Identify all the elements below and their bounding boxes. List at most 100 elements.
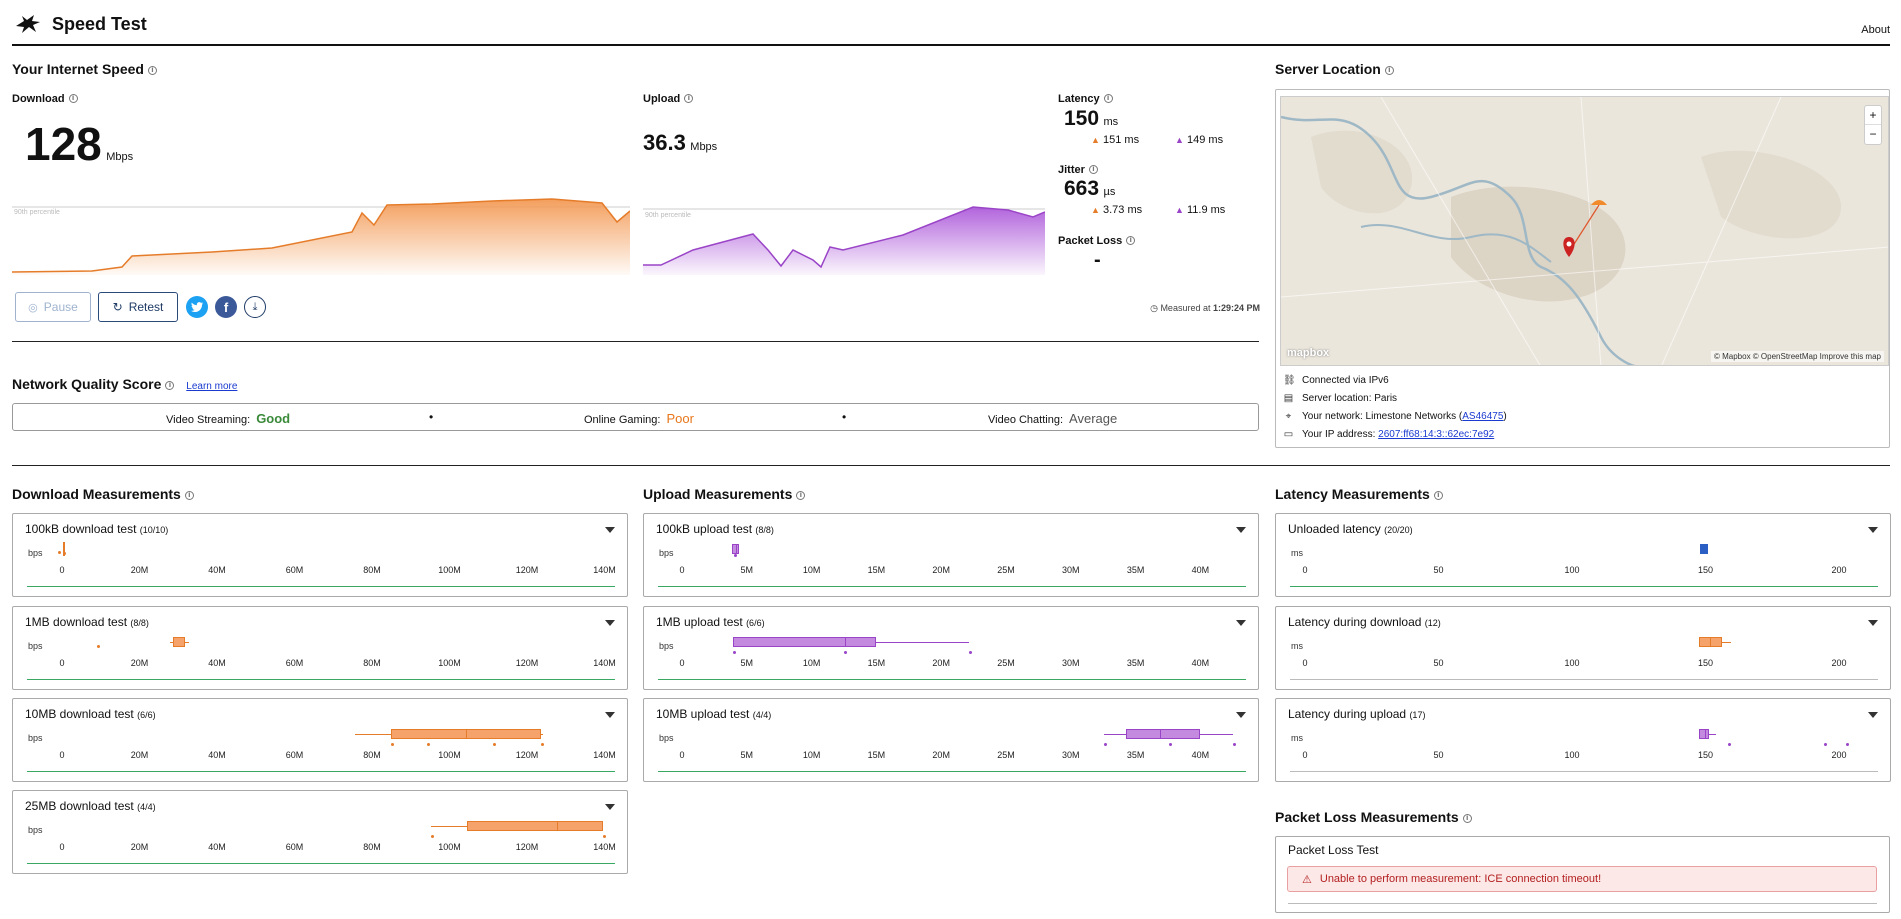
info-icon[interactable]	[165, 381, 175, 390]
measurement-card-title: 25MB download test (4/4)	[25, 799, 156, 813]
twitter-share-button[interactable]	[186, 296, 208, 318]
info-icon[interactable]	[1462, 814, 1472, 823]
info-icon[interactable]	[1126, 236, 1136, 245]
axis-unit-label: bps	[28, 733, 43, 743]
boxplot-box[interactable]	[391, 729, 541, 739]
info-icon[interactable]	[68, 94, 78, 103]
network-row: ⌖ Your network: Limestone Networks (AS46…	[1283, 411, 1507, 422]
boxplot-box[interactable]	[1126, 729, 1200, 739]
info-icon[interactable]	[147, 66, 157, 75]
axis-tick-label: 100	[1564, 565, 1580, 575]
improve-map-link[interactable]: Improve this map	[1819, 352, 1881, 361]
zoom-out-button[interactable]: −	[1869, 127, 1877, 141]
measurement-card[interactable]: 1MB download test (8/8) bps 0 20M 40M 60M 80M 1…	[12, 606, 628, 690]
latency-measurements-title: Latency Measurements	[1275, 486, 1443, 502]
latency-down: ▲ 151 ms	[1091, 134, 1140, 146]
chevron-down-icon[interactable]	[605, 712, 615, 718]
axis-tick-label: 60M	[285, 842, 304, 852]
axis-tick-label: 200	[1831, 565, 1847, 575]
chevron-down-icon[interactable]	[1868, 712, 1878, 718]
info-icon[interactable]	[1384, 66, 1394, 75]
chevron-down-icon[interactable]	[1868, 620, 1878, 626]
chevron-down-icon[interactable]	[1868, 527, 1878, 533]
boxplot-box[interactable]	[733, 637, 876, 647]
pause-button[interactable]: ◎ Pause	[15, 292, 91, 322]
baseline	[27, 863, 615, 864]
chevron-down-icon[interactable]	[605, 620, 615, 626]
measurement-card[interactable]: 100kB download test (10/10) bps 0 20M 40M 60M…	[12, 513, 628, 597]
measurement-card[interactable]: 10MB download test (6/6) bps 0 20M 40M 60M 80M…	[12, 698, 628, 782]
test-count: (17)	[1409, 710, 1426, 720]
latency-up: ▲ 149 ms	[1175, 134, 1224, 146]
chevron-down-icon[interactable]	[605, 804, 615, 810]
measurement-card-title: 100kB download test (10/10)	[25, 522, 168, 536]
server-location-title: Server Location	[1275, 61, 1394, 77]
axis-tick-label: 100M	[438, 750, 461, 760]
axis-tick-label: 35M	[1126, 658, 1145, 668]
as-link[interactable]: AS46475	[1462, 411, 1504, 422]
chevron-down-icon[interactable]	[605, 527, 615, 533]
info-icon[interactable]	[1433, 491, 1443, 500]
test-name: Latency during upload	[1288, 707, 1407, 721]
server-map[interactable]: + − mapbox © Mapbox © OpenStreetMap Impr…	[1280, 96, 1889, 366]
measurement-card[interactable]: 100kB upload test (8/8) bps 0 5M 10M 15M 20M 25…	[643, 513, 1259, 597]
server-icon: ▤	[1283, 392, 1294, 404]
axis-tick-label: 15M	[867, 750, 886, 760]
boxplot-box[interactable]	[173, 637, 185, 647]
test-name: 1MB upload test	[656, 615, 743, 629]
boxplot-box[interactable]	[1699, 637, 1722, 647]
measurement-card[interactable]: Unloaded latency (20/20) ms 0 50 100 150 200	[1275, 513, 1891, 597]
data-point	[1728, 743, 1731, 746]
header: Speed Test About	[12, 10, 1890, 46]
data-point	[1169, 743, 1172, 746]
mapbox-logo[interactable]: mapbox	[1287, 347, 1330, 359]
axis-tick-label: 40M	[1191, 658, 1210, 668]
about-link[interactable]: About	[1861, 24, 1890, 36]
axis-unit-label: bps	[659, 548, 674, 558]
info-icon[interactable]	[1103, 94, 1113, 103]
data-point	[391, 743, 394, 746]
download-value: 128 Mbps	[25, 118, 134, 170]
info-icon[interactable]	[1088, 165, 1098, 174]
axis-tick-label: 20M	[130, 565, 149, 575]
boxplot-box[interactable]	[1700, 544, 1708, 554]
axis-unit-label: bps	[28, 825, 43, 835]
axis-tick-label: 100M	[438, 658, 461, 668]
chevron-down-icon[interactable]	[1236, 712, 1246, 718]
info-icon[interactable]	[796, 491, 806, 500]
ip-link[interactable]: 2607:ff68:14:3::62ec:7e92	[1378, 429, 1495, 440]
retest-button[interactable]: ↻ Retest	[98, 292, 178, 322]
measurement-card[interactable]: 1MB upload test (6/6) bps 0 5M 10M 15M 20M 25M 3…	[643, 606, 1259, 690]
chevron-down-icon[interactable]	[1236, 527, 1246, 533]
chevron-down-icon[interactable]	[1236, 620, 1246, 626]
test-count: (6/6)	[746, 618, 765, 628]
info-icon[interactable]	[184, 491, 194, 500]
zoom-in-button[interactable]: +	[1865, 106, 1881, 125]
axis-tick-label: 40M	[208, 750, 226, 760]
measurement-card[interactable]: Latency during download (12) ms 0 50 100 150 2…	[1275, 606, 1891, 690]
info-icon[interactable]	[684, 94, 694, 103]
axis-tick-label: 100M	[438, 565, 461, 575]
axis-tick-label: 15M	[867, 565, 886, 575]
video-chatting-score: Video Chatting: Average	[988, 411, 1118, 426]
boxplot-box[interactable]	[467, 821, 603, 831]
axis-tick-label: 80M	[363, 565, 381, 575]
test-count: (8/8)	[755, 525, 774, 535]
upload-jitter-icon: ▲	[1175, 205, 1184, 215]
upload-percentile-label: 90th percentile	[645, 212, 691, 219]
measurement-card[interactable]: 25MB download test (4/4) bps 0 20M 40M 60M 80M…	[12, 790, 628, 874]
axis-tick-label: 0	[1302, 565, 1308, 575]
test-name: Unloaded latency	[1288, 522, 1381, 536]
test-count: (4/4)	[752, 710, 772, 720]
learn-more-link[interactable]: Learn more	[186, 381, 238, 392]
boxplot-box[interactable]	[1699, 729, 1709, 739]
latency-value: 150 ms	[1064, 107, 1119, 130]
divider	[12, 465, 1890, 466]
download-results-button[interactable]: ⤓	[244, 296, 266, 318]
measurement-card[interactable]: Latency during upload (17) ms 0 50 100 150 200	[1275, 698, 1891, 782]
measurement-card[interactable]: 10MB upload test (4/4) bps 0 5M 10M 15M 20M 25M…	[643, 698, 1259, 782]
warning-icon: ⚠	[1302, 873, 1312, 886]
measurement-card-title: 10MB upload test (4/4)	[656, 707, 771, 721]
boxplot-box[interactable]	[732, 544, 739, 554]
facebook-share-button[interactable]: f	[215, 296, 237, 318]
